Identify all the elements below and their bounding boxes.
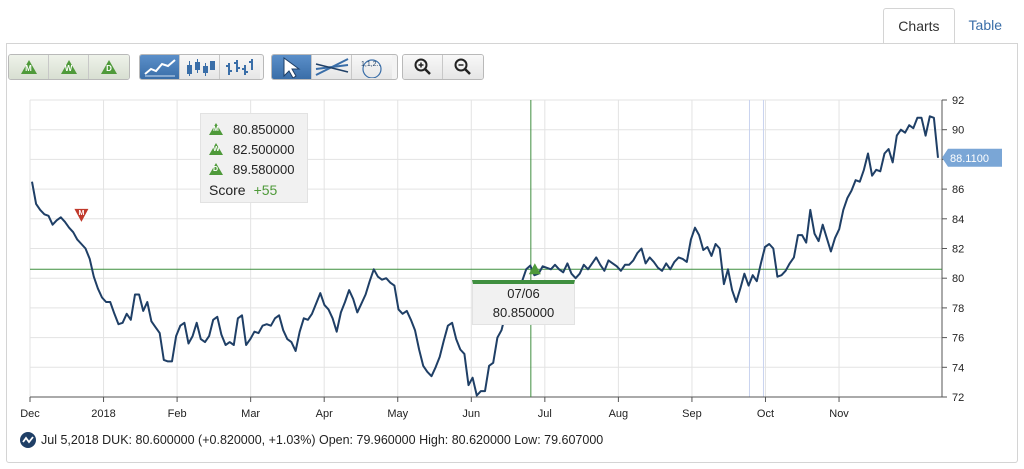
view-tabs: Charts Table xyxy=(883,8,1016,44)
x-tick-label: Feb xyxy=(168,408,187,420)
x-axis: Dec 2018 Feb Mar Apr May Jun Jul Aug Sep Oct Nov xyxy=(20,396,942,420)
trendline-tool-button[interactable] xyxy=(312,55,352,79)
x-tick-label: Oct xyxy=(757,408,774,420)
monthly-buy-marker xyxy=(528,263,541,275)
fibonacci-tool-button[interactable]: 1,1,2.. xyxy=(352,55,392,79)
wave-logo-icon xyxy=(20,432,36,448)
x-tick-label: 2018 xyxy=(91,408,115,420)
ohlc-bar-chart-button[interactable] xyxy=(220,55,260,79)
weekly-rating-value: 82.500000 xyxy=(233,141,295,157)
marker-letter: M xyxy=(78,210,84,217)
price-line xyxy=(31,115,939,397)
pointer-tool-button[interactable] xyxy=(272,55,312,79)
fibonacci-tool-icon: 1,1,2.. xyxy=(361,59,382,78)
candlestick-chart-icon xyxy=(186,59,215,76)
y-tick-label: 82 xyxy=(952,244,964,256)
x-tick-label: Nov xyxy=(829,408,849,420)
y-tick-label: 72 xyxy=(952,392,964,404)
monthly-sell-marker xyxy=(74,208,89,222)
monthly-rating-value: 80.850000 xyxy=(233,121,295,137)
monthly-rating-icon: M xyxy=(20,60,37,74)
last-price-label: 88.1100 xyxy=(950,153,989,165)
y-tick-label: 76 xyxy=(952,333,964,345)
crosshair xyxy=(30,100,942,397)
tab-table[interactable]: Table xyxy=(968,17,1002,33)
zoom-out-button[interactable] xyxy=(443,55,483,79)
daily-rating-icon: D xyxy=(209,163,223,175)
weekly-rating-icon: W xyxy=(209,143,223,155)
crosshair-value: 80.850000 xyxy=(492,305,555,320)
monthly-rating-icon: M xyxy=(209,123,223,135)
x-tick-label: Aug xyxy=(609,408,629,420)
x-tick-label: Jul xyxy=(538,408,552,420)
crosshair-tooltip: 07/06 80.850000 xyxy=(472,280,575,325)
x-tick-label: Mar xyxy=(241,408,260,420)
last-price-tag: 88.1100 xyxy=(942,148,1002,167)
daily-rating-button[interactable]: D xyxy=(89,55,129,79)
zoom-out-icon xyxy=(454,58,471,75)
y-axis: 7274767880828486889092 xyxy=(941,95,964,404)
y-tick-label: 84 xyxy=(952,214,964,226)
candlestick-chart-button[interactable] xyxy=(180,55,220,79)
daily-rating-icon: D xyxy=(101,60,117,74)
zoom-in-icon xyxy=(414,58,431,75)
weekly-rating-button[interactable]: W xyxy=(49,55,89,79)
trendline-tool-icon xyxy=(315,58,348,76)
price-summary: Jul 5,2018 DUK: 80.600000 (+0.820000, +1… xyxy=(20,431,603,449)
zoom-in-button[interactable] xyxy=(403,55,443,79)
x-tick-label: Sep xyxy=(682,408,702,420)
y-tick-label: 92 xyxy=(952,95,964,107)
crosshair-date: 07/06 xyxy=(507,286,540,301)
chart-markers: M xyxy=(74,208,541,275)
tab-charts[interactable]: Charts xyxy=(883,8,955,44)
ohlc-bar-chart-icon xyxy=(226,59,253,75)
rating-button-group: M W D xyxy=(8,54,130,80)
rating-info-box: M 80.850000 W 82.500000 D 89.580000 Scor… xyxy=(200,113,308,203)
y-tick-label: 74 xyxy=(952,362,964,374)
chart-type-button-group xyxy=(139,54,264,80)
x-tick-label: Jun xyxy=(462,408,480,420)
chart-grid xyxy=(29,99,942,398)
last-price-tag-shape xyxy=(942,148,1002,167)
line-chart-button[interactable] xyxy=(140,55,180,79)
daily-rating-value: 89.580000 xyxy=(233,161,295,177)
y-tick-label: 80 xyxy=(952,273,964,285)
price-summary-text: Jul 5,2018 DUK: 80.600000 (+0.820000, +1… xyxy=(41,433,604,447)
x-tick-label: Apr xyxy=(316,408,333,420)
pointer-arrow-icon xyxy=(283,57,301,78)
zoom-button-group xyxy=(402,54,484,80)
monthly-rating-button[interactable]: M xyxy=(9,55,49,79)
y-tick-label: 90 xyxy=(952,125,964,137)
score-label: Score xyxy=(209,182,246,198)
price-series xyxy=(31,115,939,397)
chart-panel xyxy=(6,43,1018,463)
drawing-tools-button-group: 1,1,2.. xyxy=(271,54,398,80)
svg-text:1,1,2..: 1,1,2.. xyxy=(361,61,381,68)
x-tick-label: Dec xyxy=(20,408,40,420)
y-tick-label: 78 xyxy=(952,303,964,315)
line-chart-icon xyxy=(143,59,176,77)
x-tick-label: May xyxy=(387,408,408,420)
y-tick-label: 86 xyxy=(952,184,964,196)
weekly-rating-icon: W xyxy=(60,60,77,74)
score-value: +55 xyxy=(253,182,278,198)
